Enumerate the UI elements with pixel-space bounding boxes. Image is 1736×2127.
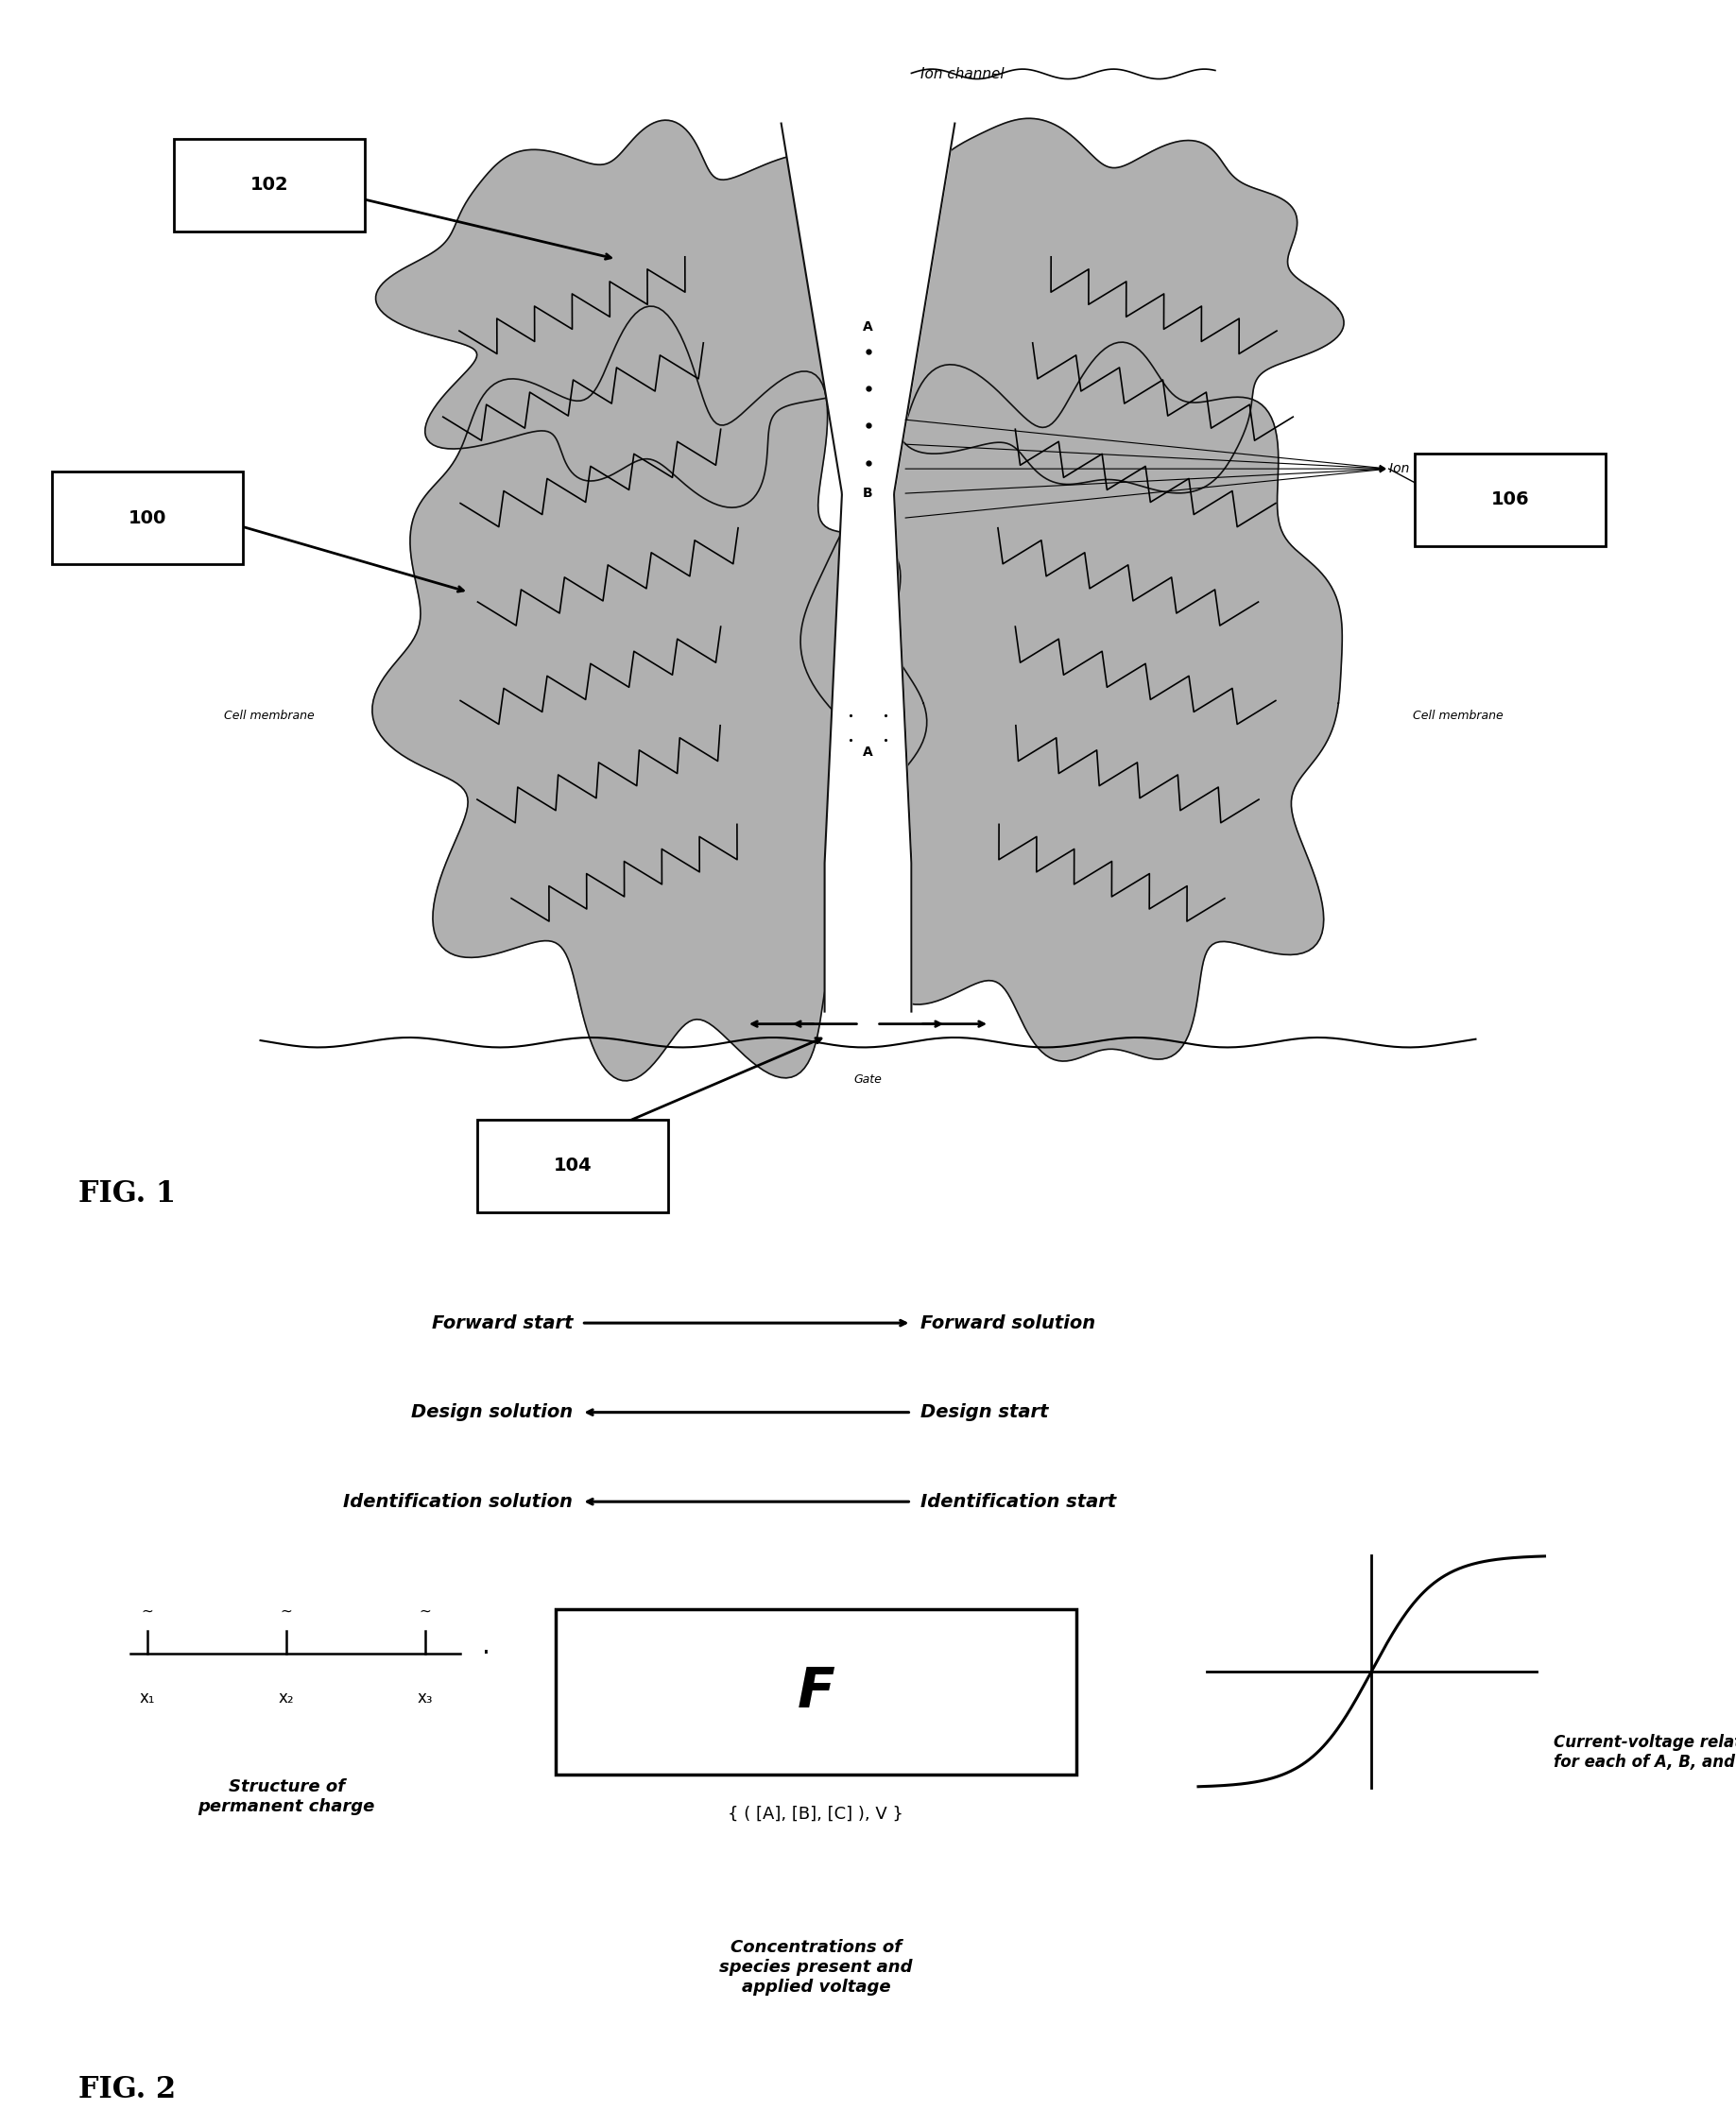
Text: FIG. 2: FIG. 2 [78, 2076, 175, 2106]
Text: Design solution: Design solution [411, 1404, 573, 1421]
Text: Ion filter: Ion filter [1389, 462, 1444, 476]
FancyBboxPatch shape [174, 138, 365, 232]
Text: Forward solution: Forward solution [920, 1314, 1095, 1332]
Text: 100: 100 [128, 508, 167, 527]
Text: Cell membrane: Cell membrane [224, 710, 314, 721]
Text: A: A [863, 321, 873, 334]
Text: 106: 106 [1491, 491, 1529, 508]
Text: ·: · [483, 1640, 490, 1668]
Polygon shape [375, 119, 908, 508]
Polygon shape [372, 306, 927, 1081]
Text: ~: ~ [142, 1604, 153, 1619]
Text: Structure of
permanent charge: Structure of permanent charge [198, 1778, 375, 1814]
Polygon shape [837, 119, 1344, 493]
Text: Concentrations of
species present and
applied voltage: Concentrations of species present and ap… [719, 1940, 913, 1995]
Text: Forward start: Forward start [432, 1314, 573, 1332]
FancyBboxPatch shape [556, 1608, 1076, 1774]
Text: Cell membrane: Cell membrane [1413, 710, 1503, 721]
Text: FIG. 1: FIG. 1 [78, 1180, 175, 1208]
Text: ~: ~ [420, 1604, 431, 1619]
Text: x₂: x₂ [278, 1689, 295, 1706]
Polygon shape [800, 342, 1342, 1061]
Text: Identification solution: Identification solution [344, 1493, 573, 1510]
FancyBboxPatch shape [477, 1119, 668, 1212]
Text: 104: 104 [554, 1157, 592, 1174]
Text: Design start: Design start [920, 1404, 1049, 1421]
Text: A: A [863, 747, 873, 759]
Text: Gate: Gate [854, 1074, 882, 1085]
FancyBboxPatch shape [1415, 453, 1606, 547]
Text: F: F [797, 1665, 835, 1719]
Text: ~: ~ [281, 1604, 292, 1619]
FancyBboxPatch shape [52, 472, 243, 564]
Text: Ion channel: Ion channel [920, 66, 1003, 81]
Text: Current-voltage relation
for each of A, B, and C: Current-voltage relation for each of A, … [1554, 1734, 1736, 1770]
Text: x₁: x₁ [141, 1689, 155, 1706]
Text: B: B [863, 487, 873, 500]
Text: { ( [A], [B], [C] ), V }: { ( [A], [B], [C] ), V } [727, 1806, 904, 1823]
Text: 102: 102 [250, 177, 288, 194]
Text: Identification start: Identification start [920, 1493, 1116, 1510]
Text: x₃: x₃ [418, 1689, 432, 1706]
